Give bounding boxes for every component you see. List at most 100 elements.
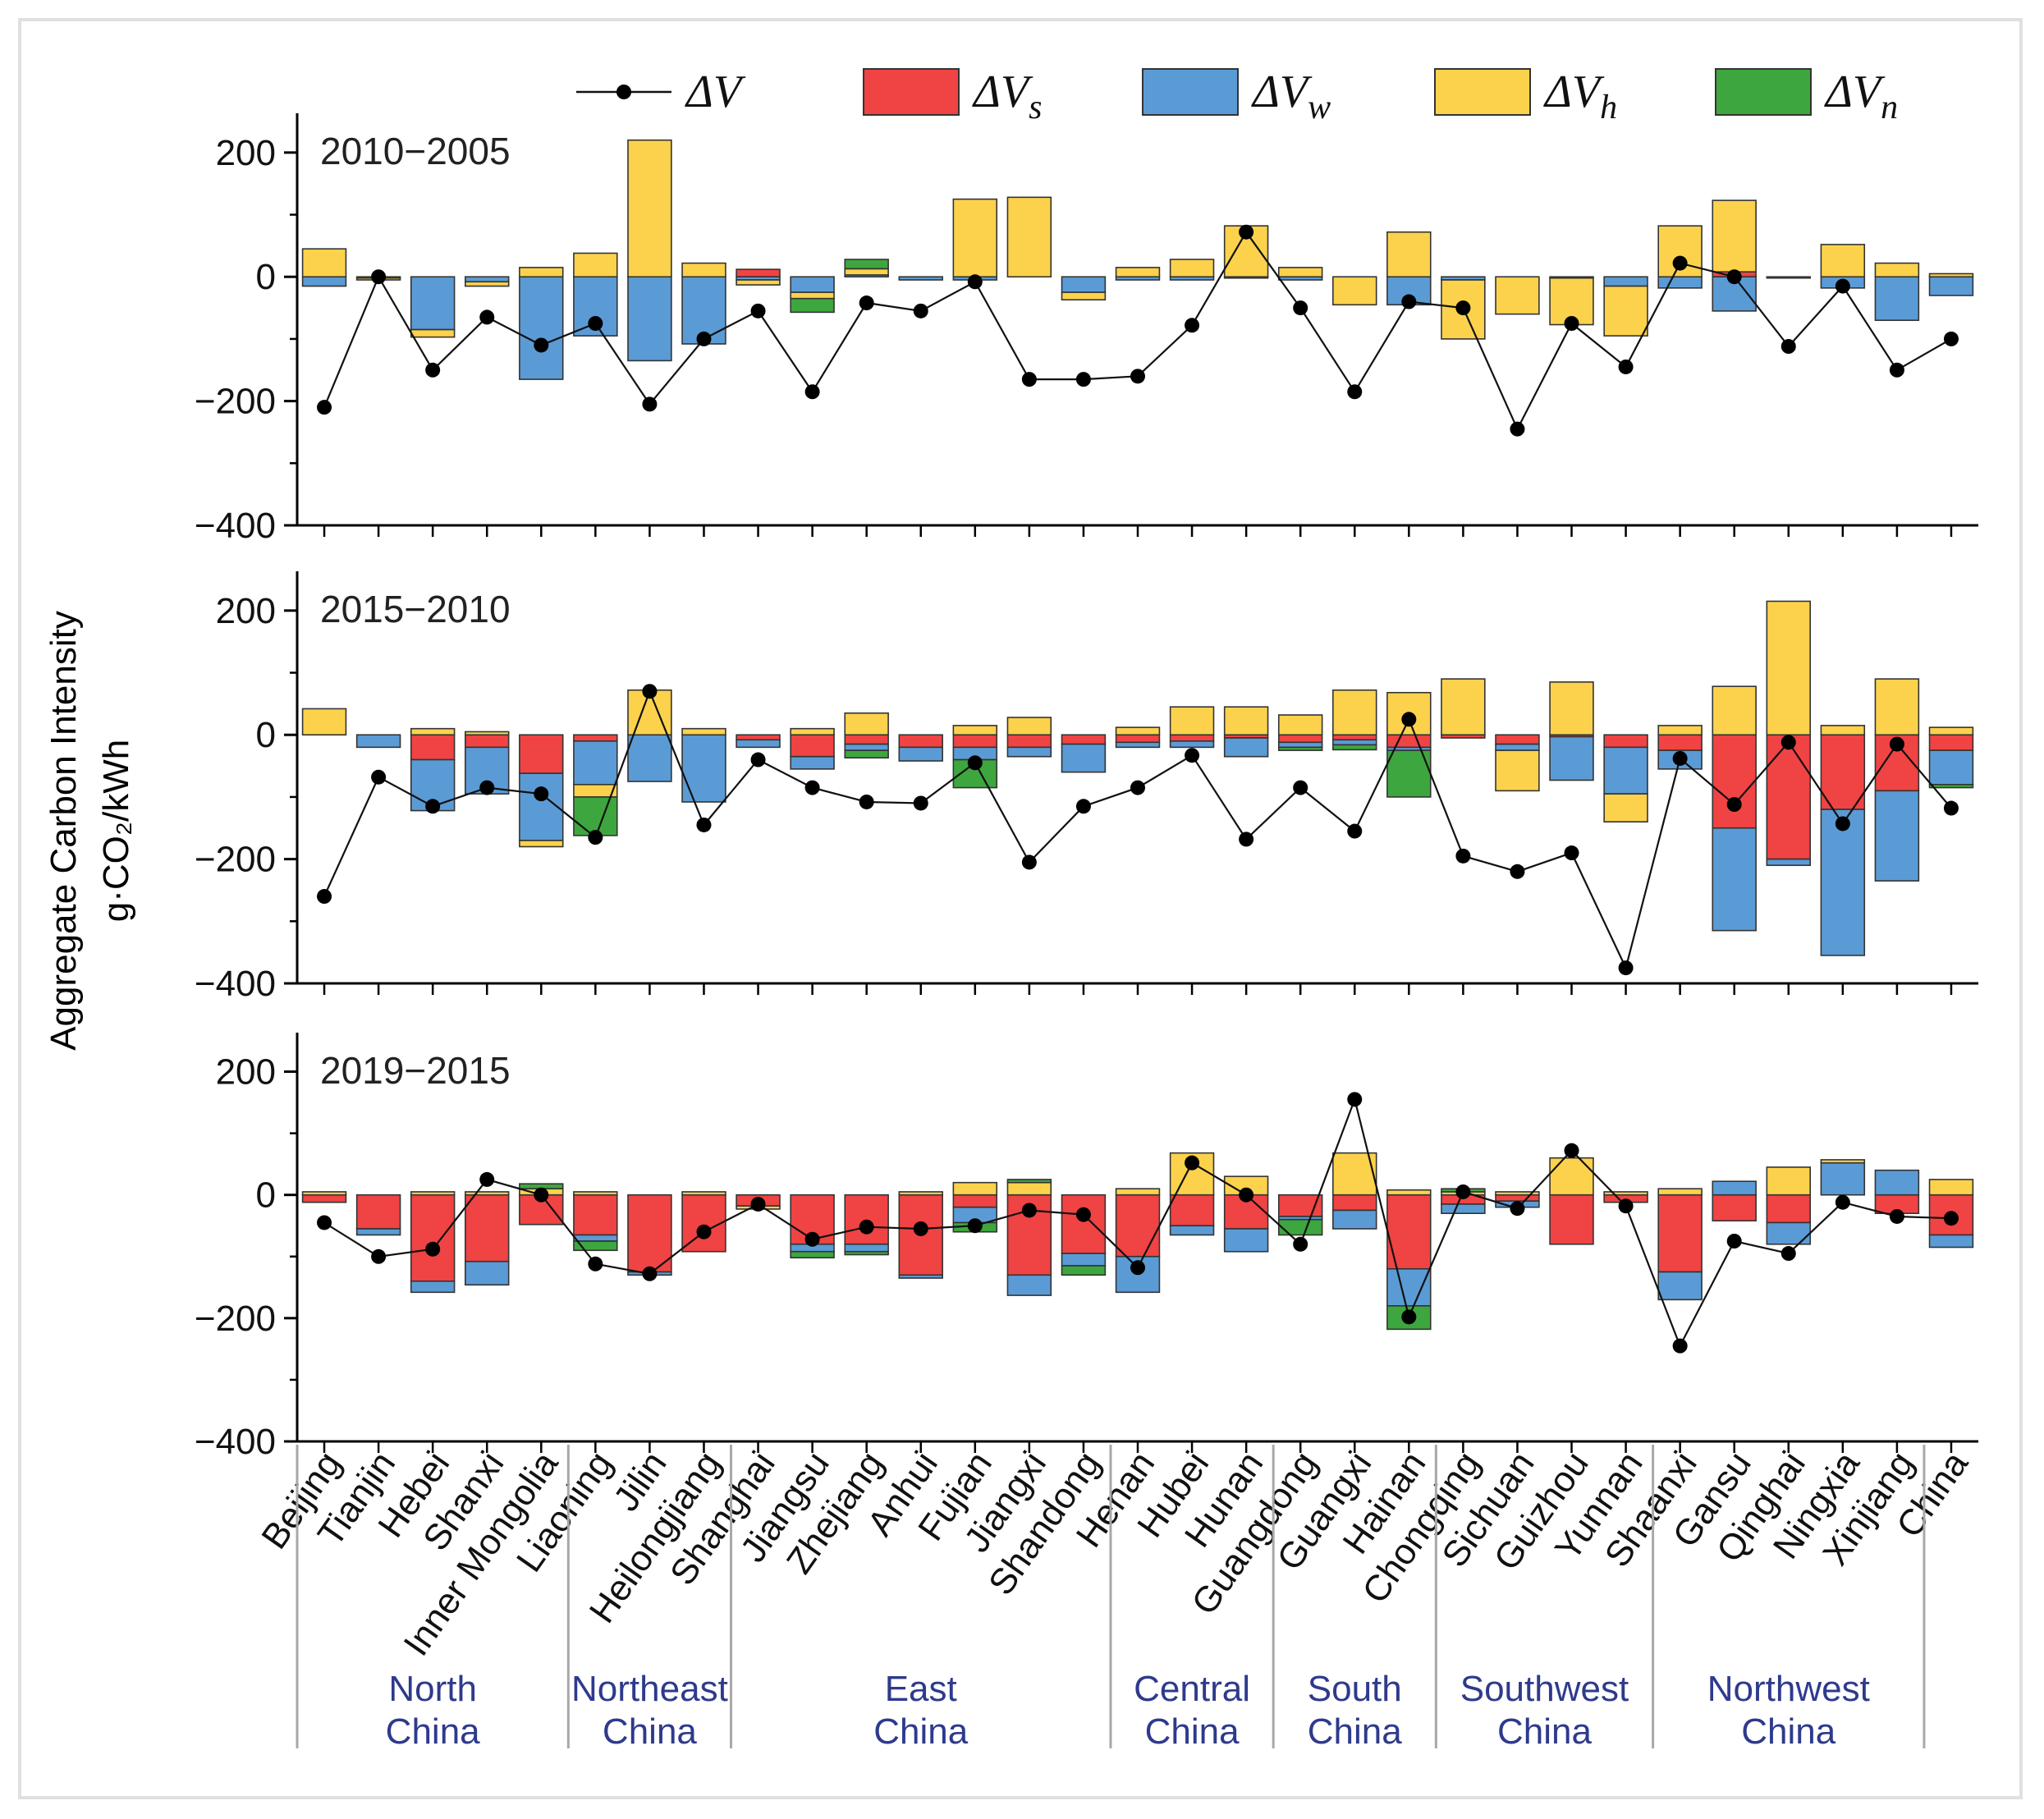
bar-dVs-zhejiang — [844, 1194, 889, 1245]
bar-dVh-fujian — [952, 198, 998, 278]
bar-dVw-hebei — [410, 276, 456, 331]
bar-dVh-guizhou — [1549, 1157, 1594, 1196]
bar-dVh-guizhou — [1549, 681, 1594, 736]
region-label-central-china: China — [1145, 1711, 1240, 1752]
bar-dVs-hainan — [1386, 734, 1432, 749]
dv-point-inner-mongolia — [534, 1187, 549, 1203]
bar-dVs-hebei — [410, 734, 456, 761]
bar-dVh-beijing — [301, 708, 347, 736]
bar-dVw-guangxi — [1332, 1209, 1377, 1230]
bar-dVh-sichuan — [1495, 276, 1540, 315]
bar-dVs-liaoning — [573, 734, 618, 742]
legend-label: ΔVh — [1543, 66, 1617, 126]
bar-dVs-henan — [1115, 1194, 1161, 1258]
dv-point-liaoning — [588, 316, 603, 331]
bar-dVh-jiangxi — [1006, 1181, 1052, 1196]
bar-dVw-shaanxi — [1657, 276, 1703, 289]
bar-dVs-shanghai — [736, 268, 781, 278]
bar-dVh-anhui — [898, 1191, 943, 1196]
bar-dVs-beijing — [301, 1194, 347, 1203]
dv-point-hainan — [1401, 1309, 1417, 1325]
dv-point-china — [1943, 800, 1959, 816]
bar-dVh-jilin — [627, 139, 672, 278]
bar-dVs-guizhou — [1549, 1194, 1594, 1245]
dv-point-guizhou — [1564, 845, 1579, 861]
legend-item-dV: ΔV — [576, 66, 746, 117]
y-tick-label: 0 — [256, 257, 276, 297]
dv-point-zhejiang — [859, 1219, 874, 1235]
region-label-east: East — [885, 1669, 957, 1709]
bar-dVs-hubei — [1169, 734, 1215, 742]
dv-point-liaoning — [588, 1256, 603, 1271]
bar-dVh-hainan — [1386, 1189, 1432, 1196]
bar-dVh-jiangsu — [790, 291, 835, 300]
bar-dVh-ningxia — [1820, 244, 1866, 278]
dv-point-hunan — [1239, 224, 1254, 240]
dv-point-beijing — [317, 889, 332, 905]
dv-point-fujian — [967, 1218, 983, 1234]
dv-point-hainan — [1401, 294, 1417, 309]
bar-dVw-hunan — [1223, 1228, 1269, 1253]
bar-dVs-qinghai — [1766, 734, 1812, 860]
bar-dVw-guizhou — [1549, 735, 1594, 781]
bar-dVs-jilin — [627, 1194, 672, 1273]
dv-point-zhejiang — [859, 794, 874, 809]
bar-dVw-anhui — [898, 746, 943, 762]
legend-label: ΔVn — [1824, 66, 1898, 126]
bar-dVw-shandong — [1061, 1253, 1107, 1267]
y-axis-unit: g·CO₂/kWh — [96, 740, 136, 922]
bar-dVh-shanxi — [464, 281, 510, 287]
bar-dVh-xinjiang — [1874, 262, 1920, 278]
dv-point-jilin — [642, 684, 658, 699]
bar-dVw-liaoning — [573, 740, 618, 786]
region-label-east-china: China — [873, 1711, 968, 1752]
legend-marker — [616, 85, 631, 99]
bar-dVs-shandong — [1061, 734, 1107, 745]
dv-point-anhui — [913, 795, 928, 811]
y-tick-label: −400 — [195, 506, 276, 546]
bar-dVw-tianjin — [355, 734, 401, 749]
bar-dVh-heilongjiang — [681, 727, 726, 736]
bar-dVh-jiangxi — [1006, 196, 1052, 278]
y-tick-label: −200 — [195, 840, 276, 880]
bar-dVw-inner-mongolia — [519, 276, 564, 380]
bar-dVs-tianjin — [355, 1194, 401, 1230]
bar-dVh-jiangsu — [790, 727, 835, 736]
bar-dVh-hubei — [1169, 706, 1215, 736]
bar-dVh-xinjiang — [1874, 678, 1920, 736]
dv-point-ningxia — [1835, 278, 1850, 294]
bar-dVw-zhejiang — [844, 743, 889, 751]
bar-dVw-tianjin — [355, 1228, 401, 1236]
panel-1: 2010−2005 200 0 −200 −400 — [195, 113, 1978, 546]
region-label-south: South — [1308, 1669, 1402, 1709]
dv-point-shandong — [1075, 372, 1091, 387]
bar-dVn-jiangxi — [1006, 1179, 1052, 1184]
bar-dVn-zhejiang — [844, 749, 889, 759]
bar-dVs-hubei — [1169, 1194, 1215, 1227]
bar-dVh-shanghai — [736, 279, 781, 286]
bar-dVw-beijing — [301, 276, 347, 287]
dv-point-henan — [1130, 780, 1145, 795]
dv-point-chongqing — [1455, 848, 1471, 864]
dv-point-shanghai — [750, 1196, 766, 1212]
dv-point-jilin — [642, 1266, 658, 1281]
bar-dVh-guangdong — [1277, 714, 1323, 736]
bar-dVh-guangxi — [1332, 689, 1377, 736]
dv-point-sichuan — [1510, 864, 1525, 879]
bar-dVs-qinghai — [1766, 1194, 1812, 1224]
bar-dVh-china — [1928, 273, 1974, 278]
bar-dVh-china — [1928, 1179, 1974, 1196]
bar-dVh-zhejiang — [844, 268, 889, 276]
bar-dVs-shanxi — [464, 734, 510, 749]
bar-dVw-hubei — [1169, 1225, 1215, 1236]
dv-point-henan — [1130, 369, 1145, 384]
panel-title: 2015−2010 — [320, 588, 511, 630]
bar-dVs-shaanxi — [1657, 734, 1703, 751]
dv-point-hubei — [1185, 318, 1200, 333]
bar-dVw-china — [1928, 1234, 1974, 1249]
bar-dVw-shandong — [1061, 276, 1107, 293]
bar-dVw-qinghai — [1766, 858, 1812, 866]
bar-dVs-shandong — [1061, 1194, 1107, 1254]
bar-dVn-guangdong — [1277, 746, 1323, 751]
bar-dVw-xinjiang — [1874, 790, 1920, 882]
